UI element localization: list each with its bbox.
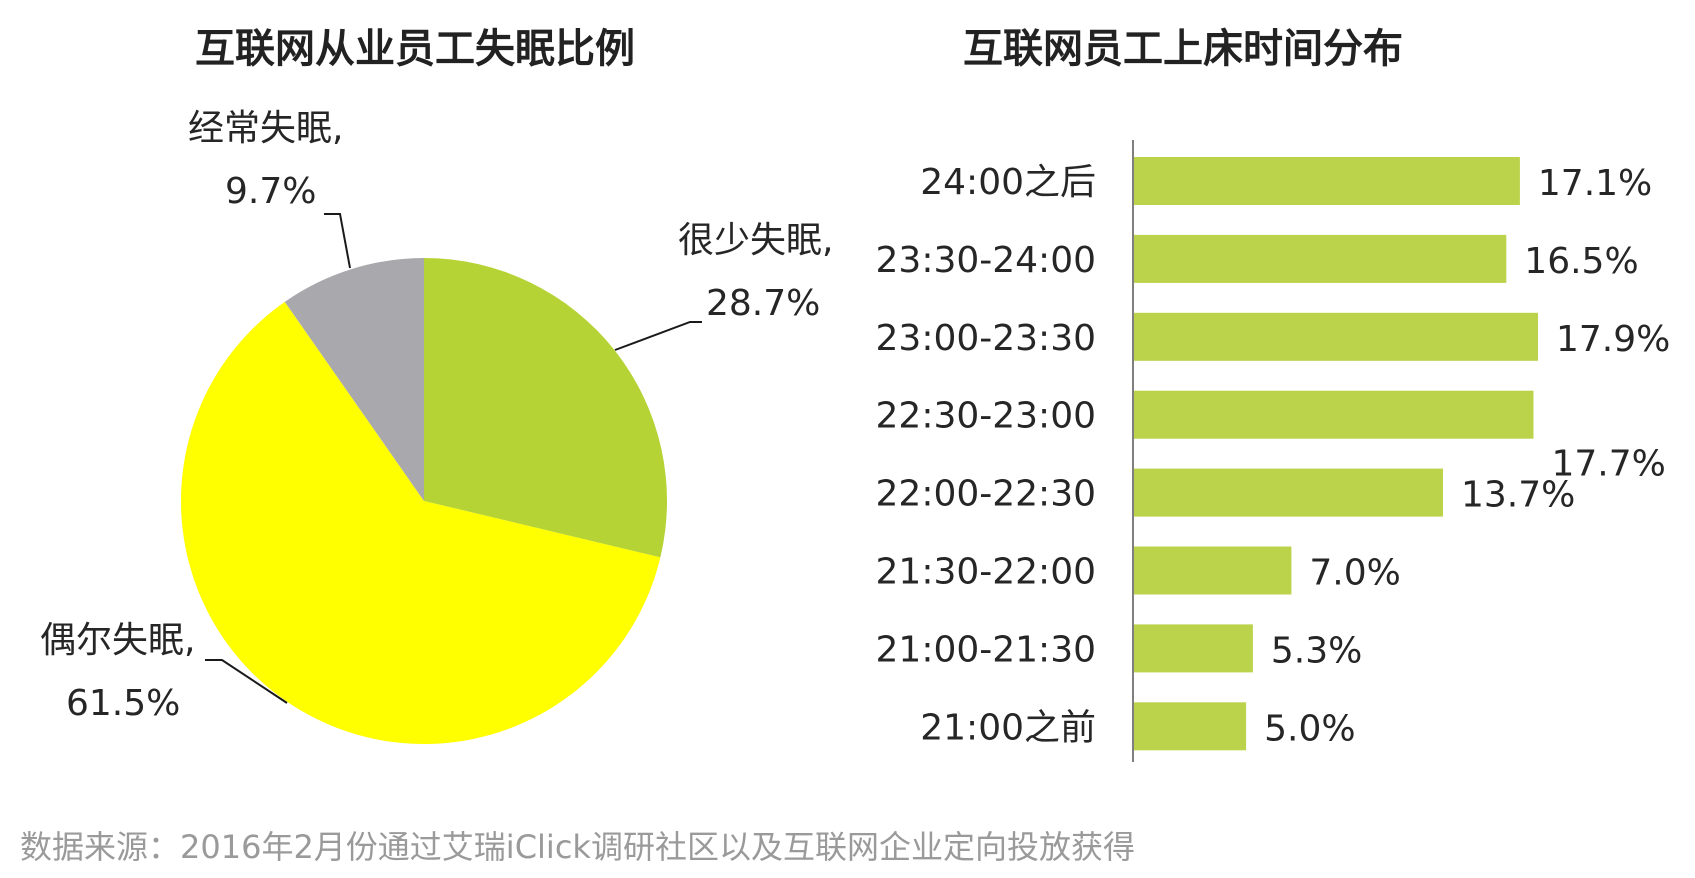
pie-slice-name-label: 经常失眠, (188, 108, 343, 149)
pie-slices (180, 258, 667, 745)
bar-value-label: 5.0% (1264, 708, 1355, 749)
bar-chart: 互联网员工上床时间分布 24:00之后 17.1% 23:30-24:00 16.5%… (876, 26, 1670, 762)
bar-category-label: 23:00-23:30 (876, 318, 1096, 359)
source-note: 数据来源：2016年2月份通过艾瑞iClick调研社区以及互联网企业定向投放获得 (20, 828, 1135, 866)
pie-slice (424, 258, 667, 558)
bar-category-label: 22:30-23:00 (876, 396, 1096, 437)
pie-slice-value-label: 61.5% (66, 683, 180, 724)
pie-leader-line (205, 659, 288, 704)
bar-category-label: 21:00之前 (920, 707, 1096, 748)
bar (1133, 468, 1443, 517)
pie-chart: 互联网从业员工失眠比例 很少失眠, 28.7% 偶尔失眠, 61.5% 经常失眠, 9.7… (40, 26, 833, 745)
bar-category-label: 24:00之后 (920, 162, 1096, 203)
bar (1133, 546, 1292, 595)
bar (1133, 157, 1520, 205)
bar-marks: 24:00之后 17.1% 23:30-24:00 16.5% 23:00-23:30 1… (876, 157, 1670, 751)
bar-category-label: 21:30-22:00 (876, 552, 1096, 593)
bar (1133, 390, 1534, 439)
bar (1133, 312, 1538, 361)
bar-value-label: 17.9% (1556, 319, 1670, 360)
bar-value-label: 17.1% (1538, 163, 1652, 204)
pie-leader-line (324, 213, 351, 269)
bar-chart-title: 互联网员工上床时间分布 (963, 26, 1403, 72)
pie-labels: 很少失眠, 28.7% 偶尔失眠, 61.5% 经常失眠, 9.7% (40, 108, 833, 724)
pie-slice (180, 301, 661, 745)
bar-value-label: 7.0% (1309, 553, 1400, 594)
pie-slice-value-label: 9.7% (225, 171, 316, 212)
pie-slice-name-label: 很少失眠, (678, 220, 833, 261)
pie-slice-name-label: 偶尔失眠, (40, 620, 195, 661)
bar (1133, 624, 1253, 673)
pie-leader-line (614, 321, 702, 351)
bar-category-label: 23:30-24:00 (876, 240, 1096, 281)
bar-value-label: 13.7% (1461, 475, 1575, 516)
bar-category-label: 22:00-22:30 (876, 474, 1096, 515)
bar-value-label: 16.5% (1524, 241, 1638, 282)
pie-slice (284, 258, 424, 501)
bar (1133, 234, 1507, 283)
bar (1133, 702, 1247, 751)
bar-value-label: 5.3% (1271, 630, 1362, 671)
pie-chart-title: 互联网从业员工失眠比例 (195, 26, 635, 72)
bar-value-label: 17.7% (1552, 444, 1666, 485)
bar-category-label: 21:00-21:30 (876, 629, 1096, 670)
pie-slice-value-label: 28.7% (706, 283, 820, 324)
